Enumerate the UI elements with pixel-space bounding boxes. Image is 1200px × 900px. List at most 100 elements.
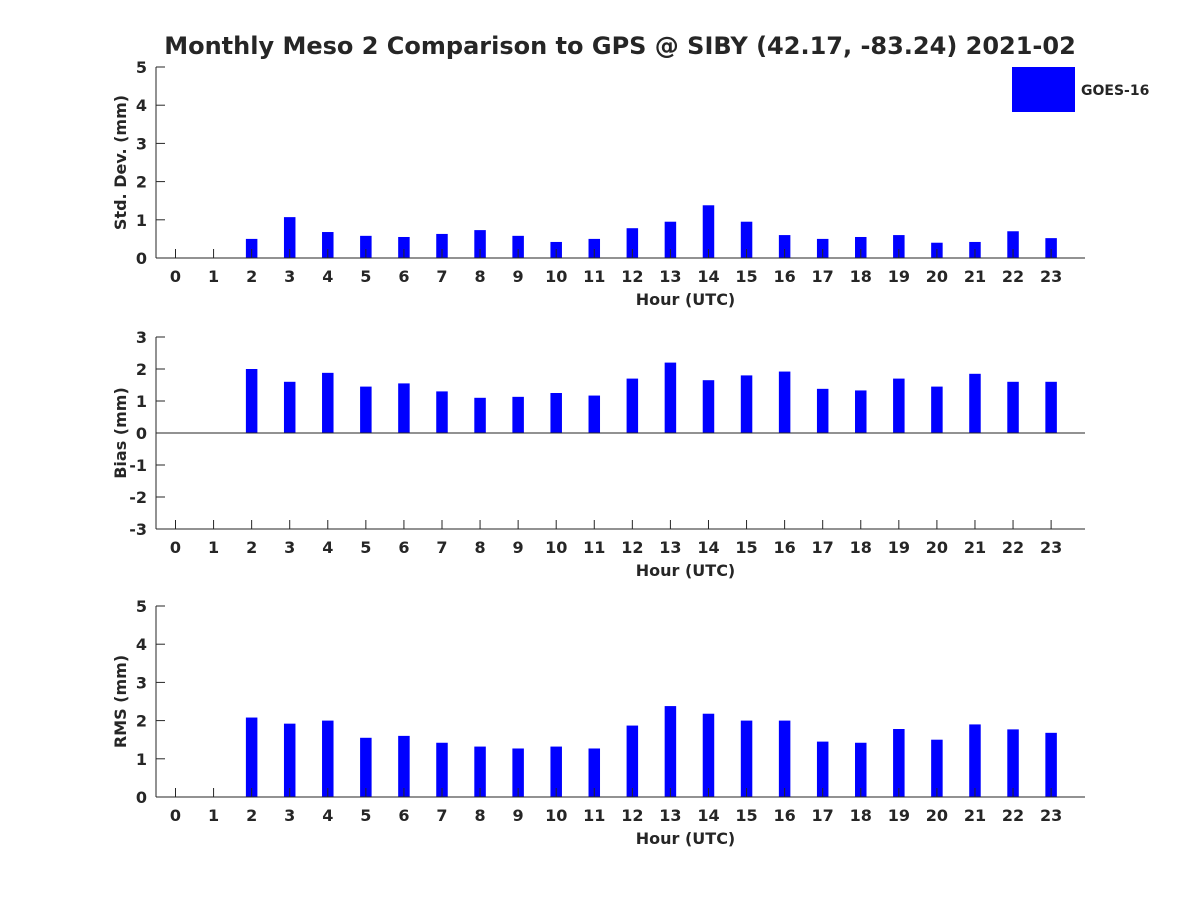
x-tick-label-p3: 10 bbox=[545, 806, 567, 825]
x-tick-label-p2: 17 bbox=[812, 538, 834, 557]
x-tick-label-p2: 13 bbox=[659, 538, 681, 557]
y-tick-label-p1: 3 bbox=[136, 134, 147, 153]
bar-p2-h16 bbox=[778, 371, 791, 433]
bar-p2-h20 bbox=[931, 386, 943, 433]
bar-p1-h13 bbox=[664, 221, 677, 258]
bar-p2-h4 bbox=[322, 372, 334, 433]
x-tick-label-p2: 2 bbox=[246, 538, 257, 557]
chart-title: Monthly Meso 2 Comparison to GPS @ SIBY … bbox=[164, 32, 1076, 60]
y-tick-label-p2: 2 bbox=[136, 360, 147, 379]
y-tick-label-p1: 5 bbox=[136, 58, 147, 77]
bar-p3-h11 bbox=[588, 748, 601, 797]
x-tick-label-p1: 23 bbox=[1040, 267, 1062, 286]
bar-p1-h15 bbox=[740, 221, 753, 258]
x-tick-label-p3: 1 bbox=[208, 806, 219, 825]
bar-p2-h19 bbox=[893, 378, 905, 433]
x-tick-label-p1: 22 bbox=[1002, 267, 1024, 286]
y-tick-label-p1: 2 bbox=[136, 173, 147, 192]
x-tick-label-p2: 9 bbox=[513, 538, 524, 557]
bar-p2-h6 bbox=[398, 383, 410, 433]
bar-p3-h14 bbox=[702, 713, 715, 797]
x-tick-label-p1: 13 bbox=[659, 267, 681, 286]
x-tick-label-p1: 1 bbox=[208, 267, 219, 286]
bar-p2-h21 bbox=[969, 373, 981, 433]
y-axis-label-p2: Bias (mm) bbox=[111, 387, 130, 479]
x-tick-label-p2: 14 bbox=[697, 538, 719, 557]
x-tick-label-p2: 21 bbox=[964, 538, 986, 557]
x-tick-label-p1: 12 bbox=[621, 267, 643, 286]
x-tick-label-p1: 2 bbox=[246, 267, 257, 286]
x-tick-label-p2: 6 bbox=[398, 538, 409, 557]
x-tick-label-p3: 4 bbox=[322, 806, 333, 825]
y-tick-label-p2: -2 bbox=[129, 488, 147, 507]
x-tick-label-p3: 0 bbox=[170, 806, 181, 825]
x-tick-label-p2: 23 bbox=[1040, 538, 1062, 557]
x-tick-label-p2: 4 bbox=[322, 538, 333, 557]
legend-swatch-goes-16 bbox=[1012, 67, 1075, 112]
x-tick-label-p2: 3 bbox=[284, 538, 295, 557]
bar-p1-h5 bbox=[360, 235, 372, 258]
y-tick-label-p1: 4 bbox=[136, 96, 147, 115]
bar-p2-h15 bbox=[740, 375, 753, 433]
bar-p1-h3 bbox=[283, 217, 296, 258]
x-tick-label-p3: 2 bbox=[246, 806, 257, 825]
x-tick-label-p2: 7 bbox=[436, 538, 447, 557]
x-tick-label-p1: 14 bbox=[697, 267, 719, 286]
x-tick-label-p3: 15 bbox=[735, 806, 757, 825]
y-tick-label-p2: 1 bbox=[136, 392, 147, 411]
x-tick-label-p3: 16 bbox=[773, 806, 795, 825]
x-tick-label-p2: 8 bbox=[474, 538, 485, 557]
y-tick-label-p3: 2 bbox=[136, 712, 147, 731]
y-tick-label-p2: 0 bbox=[136, 424, 147, 443]
bar-p3-h18 bbox=[855, 742, 867, 797]
bar-p3-h15 bbox=[740, 720, 753, 797]
bar-p1-h4 bbox=[322, 232, 334, 258]
x-tick-label-p1: 19 bbox=[888, 267, 910, 286]
bar-p1-h18 bbox=[855, 236, 867, 258]
bar-p2-h8 bbox=[474, 397, 486, 433]
x-tick-label-p1: 11 bbox=[583, 267, 605, 286]
x-tick-label-p2: 22 bbox=[1002, 538, 1024, 557]
bar-p1-h17 bbox=[816, 238, 829, 258]
bar-p1-h6 bbox=[398, 236, 410, 258]
bar-p1-h9 bbox=[512, 235, 524, 258]
bar-p3-h7 bbox=[436, 742, 448, 797]
x-tick-label-p3: 21 bbox=[964, 806, 986, 825]
y-tick-label-p2: -3 bbox=[129, 520, 147, 539]
x-axis-label-p2: Hour (UTC) bbox=[636, 561, 736, 580]
bar-p1-h12 bbox=[626, 228, 639, 258]
bar-p3-h2 bbox=[245, 717, 258, 797]
bar-p3-h10 bbox=[550, 746, 562, 797]
x-tick-label-p1: 17 bbox=[812, 267, 834, 286]
bar-p3-h3 bbox=[283, 723, 296, 797]
x-tick-label-p2: 19 bbox=[888, 538, 910, 557]
x-tick-label-p2: 20 bbox=[926, 538, 948, 557]
bar-p1-h11 bbox=[588, 238, 601, 258]
bar-p2-h17 bbox=[816, 388, 829, 433]
x-tick-label-p3: 11 bbox=[583, 806, 605, 825]
bar-p2-h13 bbox=[664, 362, 677, 433]
x-tick-label-p1: 7 bbox=[436, 267, 447, 286]
bar-p3-h6 bbox=[398, 735, 410, 797]
bar-p3-h12 bbox=[626, 725, 639, 797]
x-tick-label-p2: 5 bbox=[360, 538, 371, 557]
legend-label: GOES-16 bbox=[1081, 83, 1149, 99]
x-tick-label-p1: 20 bbox=[926, 267, 948, 286]
bar-p1-h2 bbox=[245, 238, 258, 258]
x-tick-label-p2: 18 bbox=[850, 538, 872, 557]
x-tick-label-p2: 12 bbox=[621, 538, 643, 557]
x-tick-label-p3: 12 bbox=[621, 806, 643, 825]
x-tick-label-p3: 7 bbox=[436, 806, 447, 825]
bar-p3-h8 bbox=[474, 746, 486, 797]
bar-p2-h14 bbox=[702, 380, 715, 433]
x-tick-label-p3: 13 bbox=[659, 806, 681, 825]
x-tick-label-p1: 0 bbox=[170, 267, 181, 286]
x-tick-label-p3: 17 bbox=[812, 806, 834, 825]
bar-p2-h3 bbox=[283, 381, 296, 433]
x-tick-label-p1: 15 bbox=[735, 267, 757, 286]
bar-p3-h19 bbox=[893, 729, 905, 797]
x-tick-label-p2: 1 bbox=[208, 538, 219, 557]
y-tick-label-p2: 3 bbox=[136, 328, 147, 347]
bar-p2-h7 bbox=[436, 391, 448, 433]
